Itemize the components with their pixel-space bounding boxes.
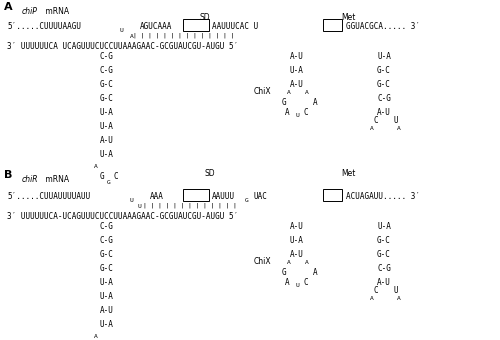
Text: A: A — [313, 268, 318, 277]
Text: G-C: G-C — [377, 236, 391, 245]
Text: U: U — [296, 283, 300, 288]
Text: chiR: chiR — [22, 175, 38, 184]
Text: GAGG: GAGG — [186, 192, 204, 201]
Text: AAUUUCAC U: AAUUUCAC U — [212, 22, 258, 31]
Text: U: U — [119, 28, 123, 33]
Text: G: G — [245, 198, 249, 203]
Bar — [323, 19, 342, 31]
Text: U-A: U-A — [100, 150, 114, 159]
Text: C: C — [374, 286, 378, 295]
Text: A: A — [285, 108, 290, 117]
Text: A: A — [370, 296, 374, 301]
Text: chiP: chiP — [22, 7, 38, 16]
Text: GAGG: GAGG — [186, 22, 204, 31]
Text: U-A: U-A — [100, 278, 114, 287]
Text: A: A — [305, 90, 309, 95]
Text: U: U — [138, 204, 142, 209]
Text: A-U: A-U — [290, 250, 304, 259]
Text: U-A: U-A — [377, 222, 391, 231]
Text: A-U: A-U — [100, 136, 114, 145]
Text: C-G: C-G — [377, 264, 391, 273]
Text: C: C — [304, 108, 308, 117]
Text: U-A: U-A — [290, 236, 304, 245]
Text: SD: SD — [200, 13, 210, 22]
Text: SD: SD — [204, 169, 216, 178]
Text: C: C — [374, 116, 378, 125]
Text: ACUAGAUU..... 3′: ACUAGAUU..... 3′ — [346, 192, 420, 201]
Text: Met: Met — [341, 13, 355, 22]
Text: U: U — [296, 113, 300, 118]
Text: A-U: A-U — [290, 80, 304, 89]
Text: AUG: AUG — [326, 22, 340, 31]
Text: A-U: A-U — [100, 306, 114, 315]
Text: ChiX: ChiX — [254, 87, 272, 96]
Text: 3′ UUUUUUCA-UCAGUUUCUCCUUAAAGAAC-GCGUAUCGU-AUGU 5′: 3′ UUUUUUCA-UCAGUUUCUCCUUAAAGAAC-GCGUAUC… — [7, 212, 238, 221]
Text: G-C: G-C — [100, 264, 114, 273]
Text: | | | | | | | | | | | | |: | | | | | | | | | | | | | — [143, 203, 237, 208]
Bar — [183, 19, 209, 31]
Text: G-C: G-C — [100, 80, 114, 89]
Text: C-G: C-G — [377, 94, 391, 103]
Text: G-C: G-C — [377, 250, 391, 259]
Text: G-C: G-C — [100, 250, 114, 259]
Text: A-U: A-U — [290, 52, 304, 61]
Text: mRNA: mRNA — [43, 7, 69, 16]
Text: A: A — [397, 126, 401, 131]
Text: G: G — [100, 172, 104, 181]
Text: A: A — [94, 164, 98, 169]
Text: U: U — [130, 198, 134, 203]
Text: A: A — [130, 34, 134, 39]
Text: B: B — [4, 170, 12, 180]
Text: G: G — [282, 98, 286, 107]
Text: A: A — [287, 260, 291, 265]
Text: U: U — [393, 116, 398, 125]
Text: G: G — [282, 268, 286, 277]
Text: mRNA: mRNA — [43, 175, 69, 184]
Text: U-A: U-A — [100, 122, 114, 131]
Text: C-G: C-G — [100, 66, 114, 75]
Text: G-C: G-C — [100, 94, 114, 103]
Text: A-U: A-U — [290, 222, 304, 231]
Text: AGUCAAA: AGUCAAA — [140, 22, 172, 31]
Text: AAUUU: AAUUU — [212, 192, 235, 201]
Text: 5′.....CUUUUAAGU: 5′.....CUUUUAAGU — [7, 22, 81, 31]
Text: U-A: U-A — [100, 320, 114, 329]
Text: C: C — [304, 278, 308, 287]
Text: A: A — [287, 90, 291, 95]
Text: U: U — [393, 286, 398, 295]
Text: 3′ UUUUUUCA UCAGUUUCUCCUUAAAGAAC-GCGUAUCGU-AUGU 5′: 3′ UUUUUUCA UCAGUUUCUCCUUAAAGAAC-GCGUAUC… — [7, 42, 238, 51]
Text: A: A — [94, 334, 98, 339]
Text: G: G — [107, 180, 111, 185]
Text: G-C: G-C — [377, 66, 391, 75]
Bar — [183, 189, 209, 201]
Text: UAC: UAC — [254, 192, 268, 201]
Text: AAA: AAA — [150, 192, 164, 201]
Text: C-G: C-G — [100, 52, 114, 61]
Text: | | | | | | | | | | | | | |: | | | | | | | | | | | | | | — [133, 33, 234, 38]
Text: U-A: U-A — [100, 108, 114, 117]
Text: A: A — [313, 98, 318, 107]
Text: A: A — [305, 260, 309, 265]
Text: Met: Met — [341, 169, 355, 178]
Text: U-A: U-A — [290, 66, 304, 75]
Text: C-G: C-G — [100, 236, 114, 245]
Text: A: A — [370, 126, 374, 131]
Bar — [323, 189, 342, 201]
Text: 5′.....CUUAUUUUAUU: 5′.....CUUAUUUUAUU — [7, 192, 90, 201]
Text: ChiX: ChiX — [254, 257, 272, 266]
Text: GGUACGCA..... 3′: GGUACGCA..... 3′ — [346, 22, 420, 31]
Text: AUG: AUG — [326, 192, 340, 201]
Text: A-U: A-U — [377, 278, 391, 287]
Text: U-A: U-A — [100, 292, 114, 301]
Text: U-A: U-A — [377, 52, 391, 61]
Text: G-C: G-C — [377, 80, 391, 89]
Text: A: A — [4, 2, 12, 12]
Text: C: C — [113, 172, 117, 181]
Text: C-G: C-G — [100, 222, 114, 231]
Text: A: A — [397, 296, 401, 301]
Text: A-U: A-U — [377, 108, 391, 117]
Text: A: A — [285, 278, 290, 287]
